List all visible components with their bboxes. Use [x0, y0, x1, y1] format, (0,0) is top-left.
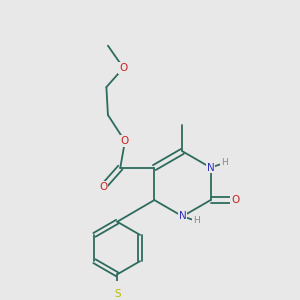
Text: N: N: [178, 211, 186, 221]
Text: H: H: [221, 158, 228, 167]
Text: O: O: [99, 182, 107, 192]
Text: O: O: [119, 63, 128, 73]
Text: N: N: [207, 163, 214, 172]
Text: S: S: [114, 290, 121, 299]
Text: H: H: [193, 217, 200, 226]
Text: O: O: [231, 195, 239, 205]
Text: O: O: [121, 136, 129, 146]
